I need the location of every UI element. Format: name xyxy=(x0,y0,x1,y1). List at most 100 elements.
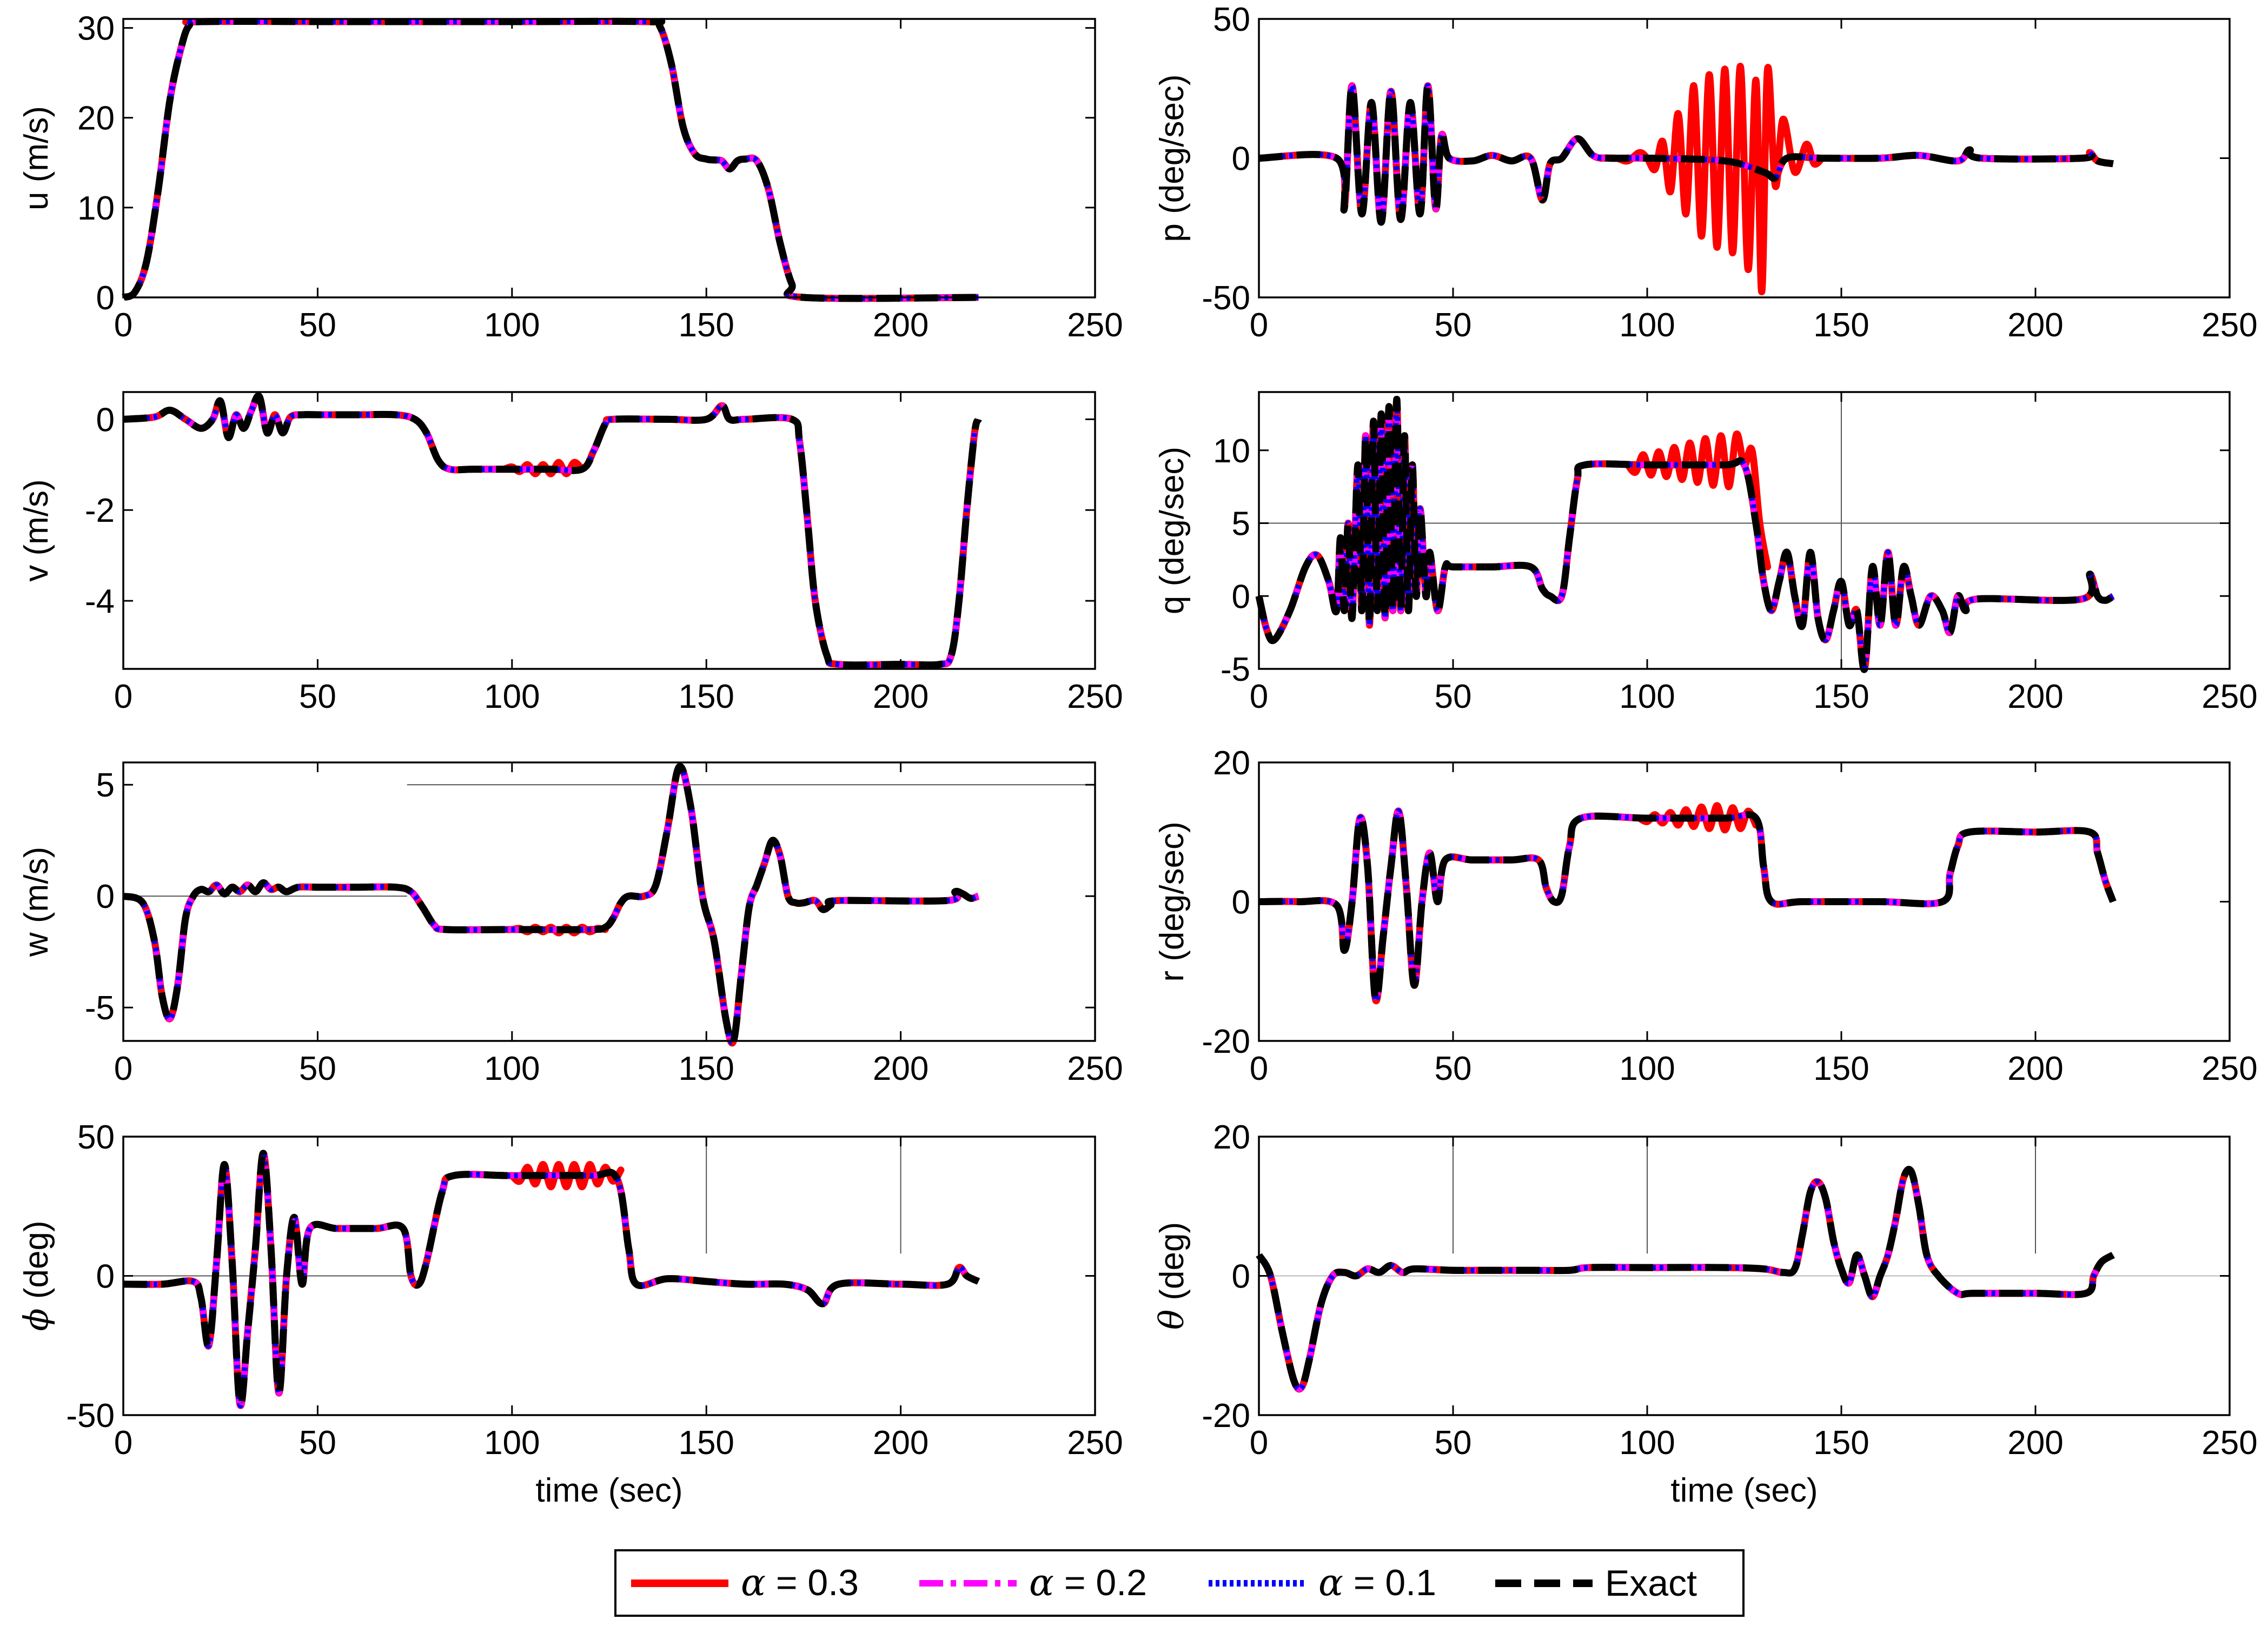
series-a02-phi xyxy=(123,1150,980,1409)
legend-alpha-a02: α xyxy=(1029,1562,1054,1604)
x-tick-label-theta-5: 250 xyxy=(2201,1424,2257,1462)
x-tick-label-theta-1: 50 xyxy=(1435,1424,1472,1462)
y-tick-label-phi-1: 0 xyxy=(96,1258,115,1296)
x-tick-label-w-4: 200 xyxy=(873,1050,929,1087)
axes-frame-q xyxy=(1258,391,2231,670)
y-axis-label-w: w (m/s) xyxy=(18,847,55,957)
legend-item-a02: α = 0.2 xyxy=(917,1551,1147,1615)
legend-label-a02: = 0.2 xyxy=(1053,1562,1147,1603)
axes-frame-w xyxy=(122,761,1096,1042)
y-axis-label-p: p (deg/sec) xyxy=(1153,74,1191,242)
legend-alpha-a01: α xyxy=(1318,1562,1343,1604)
x-tick-label-p-2: 100 xyxy=(1619,307,1675,344)
series-exact-w xyxy=(122,763,980,1047)
x-tick-label-v-2: 100 xyxy=(484,678,540,715)
series-exact-q xyxy=(1255,395,2116,673)
y-tick-label-q-3: 10 xyxy=(1213,433,1250,470)
series-a02-v xyxy=(123,393,982,668)
series-a03-base-u xyxy=(122,17,979,302)
legend-item-exact: Exact xyxy=(1493,1551,1697,1615)
x-tick-label-q-3: 150 xyxy=(1813,678,1869,715)
legend-label-exact: Exact xyxy=(1605,1562,1697,1604)
x-tick-label-v-5: 250 xyxy=(1067,678,1123,715)
y-tick-label-phi-0: -50 xyxy=(66,1397,115,1435)
x-tick-label-theta-0: 0 xyxy=(1250,1424,1268,1462)
y-tick-label-r-1: 0 xyxy=(1232,884,1250,921)
y-tick-label-v-0: -4 xyxy=(85,583,115,620)
y-axis-label-symbol-theta: θ xyxy=(1152,1310,1191,1330)
x-axis-label-theta: time (sec) xyxy=(1670,1472,1818,1509)
y-axis-label-v: v (m/s) xyxy=(18,479,55,581)
y-tick-label-w-1: 0 xyxy=(96,878,115,915)
y-tick-label-u-1: 10 xyxy=(77,190,115,227)
y-axis-label-u: u (m/s) xyxy=(18,106,55,210)
x-tick-label-theta-3: 150 xyxy=(1813,1424,1869,1462)
x-tick-label-q-5: 250 xyxy=(2201,678,2257,715)
x-tick-label-u-4: 200 xyxy=(873,307,929,344)
series-a01-phi xyxy=(123,1150,980,1409)
x-tick-label-phi-5: 250 xyxy=(1067,1424,1123,1462)
x-tick-label-q-1: 50 xyxy=(1435,678,1472,715)
x-tick-label-r-4: 200 xyxy=(2007,1050,2063,1087)
x-tick-label-w-1: 50 xyxy=(299,1050,336,1087)
series-a02-w xyxy=(122,764,980,1046)
series-exact-theta xyxy=(1256,1166,2115,1393)
x-tick-label-q-2: 100 xyxy=(1619,678,1675,715)
x-tick-label-u-0: 0 xyxy=(114,307,132,344)
x-tick-label-u-5: 250 xyxy=(1067,307,1123,344)
y-tick-label-p-1: 0 xyxy=(1232,141,1250,178)
legend-label-a03: = 0.3 xyxy=(765,1562,859,1603)
x-tick-label-r-0: 0 xyxy=(1250,1050,1268,1087)
legend: α = 0.3 α = 0.2 α = 0.1 Exact xyxy=(614,1549,1745,1617)
y-tick-label-theta-1: 0 xyxy=(1232,1258,1250,1296)
series-a03-base-w xyxy=(122,763,980,1047)
legend-swatch-a02 xyxy=(919,1579,1017,1587)
x-tick-label-w-2: 100 xyxy=(484,1050,540,1087)
series-a02-u xyxy=(122,18,979,302)
x-tick-label-p-3: 150 xyxy=(1813,307,1869,344)
y-tick-label-r-2: 20 xyxy=(1213,745,1250,782)
x-tick-label-u-1: 50 xyxy=(299,307,336,344)
series-exact-phi xyxy=(123,1150,980,1409)
x-tick-label-theta-2: 100 xyxy=(1619,1424,1675,1462)
axes-frame-v xyxy=(122,391,1096,670)
x-tick-label-v-3: 150 xyxy=(678,678,734,715)
series-a01-w xyxy=(122,764,980,1046)
x-tick-label-u-3: 150 xyxy=(678,307,734,344)
x-tick-label-v-0: 0 xyxy=(114,678,132,715)
series-a01-u xyxy=(122,18,979,301)
series-exact-r xyxy=(1258,807,2117,1005)
legend-swatch-exact xyxy=(1495,1579,1593,1587)
x-tick-label-p-0: 0 xyxy=(1250,307,1268,344)
axes-frame-u xyxy=(122,18,1096,298)
x-tick-label-v-4: 200 xyxy=(873,678,929,715)
x-tick-label-phi-2: 100 xyxy=(484,1424,540,1462)
x-tick-label-v-1: 50 xyxy=(299,678,336,715)
y-tick-label-u-3: 30 xyxy=(77,10,115,48)
subplot-w: 0 50 100 150 200 250 -5 0 5 w (m/s) xyxy=(18,761,1123,1087)
y-tick-label-q-0: -5 xyxy=(1221,651,1250,688)
y-tick-label-phi-2: 50 xyxy=(77,1119,115,1156)
x-tick-label-phi-1: 50 xyxy=(299,1424,336,1462)
y-axis-label-q: q (deg/sec) xyxy=(1153,447,1191,614)
y-tick-label-p-2: 50 xyxy=(1213,1,1250,38)
y-tick-label-r-0: -20 xyxy=(1202,1023,1250,1060)
y-axis-label-theta: θ (deg) xyxy=(1152,1222,1191,1330)
y-axis-label-text-phi: (deg) xyxy=(18,1220,55,1308)
y-axis-label-symbol-phi: ϕ xyxy=(16,1308,56,1331)
y-tick-label-q-1: 0 xyxy=(1232,578,1250,615)
x-tick-label-r-1: 50 xyxy=(1435,1050,1472,1087)
series-exact-v xyxy=(123,392,982,669)
x-tick-label-q-0: 0 xyxy=(1250,678,1268,715)
x-tick-label-r-3: 150 xyxy=(1813,1050,1869,1087)
y-tick-label-p-0: -50 xyxy=(1202,280,1250,317)
x-tick-label-w-5: 250 xyxy=(1067,1050,1123,1087)
subplot-v: 0 50 100 150 200 250 -4 -2 0 v (m/s) xyxy=(18,391,1123,715)
x-tick-label-r-5: 250 xyxy=(2201,1050,2257,1087)
y-tick-label-theta-0: -20 xyxy=(1202,1397,1250,1435)
